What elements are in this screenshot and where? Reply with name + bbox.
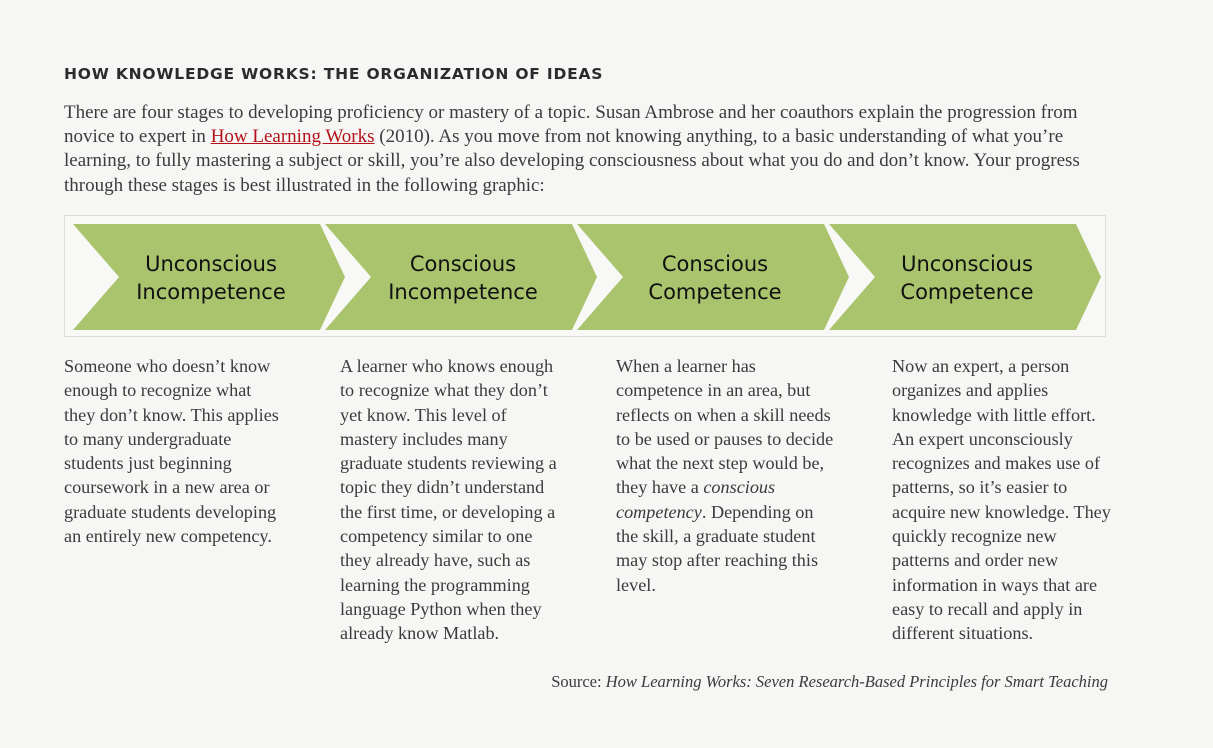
stage-1-description: Someone who doesn’t know enough to recog… (64, 356, 279, 547)
stage-3-description-after: . Depending on the skill, a graduate stu… (616, 501, 819, 595)
stage-2-label-line2: Incompetence (388, 280, 538, 304)
source-title: How Learning Works: Seven Research-Based… (605, 672, 1108, 691)
how-learning-works-link[interactable]: How Learning Works (210, 126, 375, 148)
section-heading: HOW KNOWLEDGE WORKS: THE ORGANIZATION OF… (64, 65, 604, 83)
source-prefix: Source: (551, 672, 606, 691)
stage-3-label-line2: Competence (648, 280, 782, 304)
stages-chevron-graphic (73, 224, 1101, 330)
stage-1-label: Unconscious Incompetence (96, 250, 326, 306)
stage-2-label-line1: Conscious (409, 252, 517, 276)
stage-3-label: Conscious Competence (600, 250, 830, 306)
intro-text-before-link: There are four stages to developing prof… (64, 102, 1078, 148)
stage-4-label-line2: Competence (900, 280, 1034, 304)
chevron-conscious-competence (577, 224, 849, 330)
intro-paragraph: There are four stages to developing prof… (64, 101, 1124, 198)
intro-text-after-link: (2010). As you move from not knowing any… (64, 126, 1080, 196)
stage-1-label-line1: Unconscious (145, 252, 277, 276)
stage-1-label-line2: Incompetence (136, 280, 286, 304)
stage-4-label: Unconscious Competence (852, 250, 1082, 306)
stages-diagram: Unconscious Incompetence Conscious Incom… (64, 215, 1106, 337)
stage-3-label-line1: Conscious (661, 252, 769, 276)
stage-4-description: Now an expert, a person organizes and ap… (892, 356, 1111, 644)
stage-2-description: A learner who knows enough to recognize … (340, 356, 557, 644)
stage-3-description-emphasis: conscious competency (616, 477, 776, 522)
chevron-unconscious-competence (829, 224, 1101, 330)
stage-3-description: When a learner has competence in an area… (616, 354, 838, 597)
chevron-unconscious-incompetence (73, 224, 345, 330)
stage-3-description-before: When a learner has competence in an area… (616, 356, 834, 498)
source-citation: Source: How Learning Works: Seven Resear… (551, 672, 1108, 692)
stage-4-label-line1: Unconscious (901, 252, 1033, 276)
stage-2-label: Conscious Incompetence (348, 250, 578, 306)
chevron-conscious-incompetence (325, 224, 597, 330)
